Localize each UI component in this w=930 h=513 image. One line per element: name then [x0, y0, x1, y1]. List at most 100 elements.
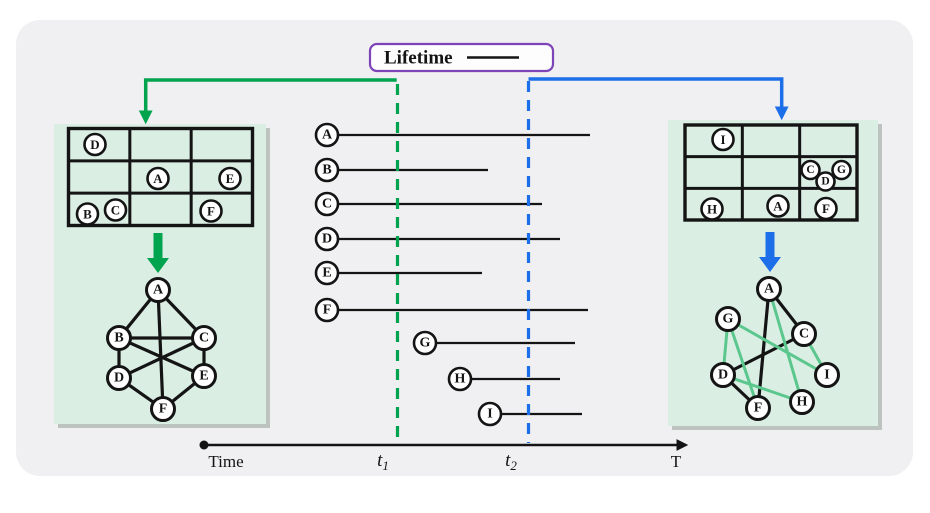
node-letter: E: [199, 369, 208, 384]
node-letter: A: [322, 128, 333, 143]
node-circle: [83, 132, 107, 157]
node-letter: G: [420, 336, 431, 351]
node-letter: D: [718, 368, 728, 383]
lifetime-chart-layer: A B C D E F G H I: [199, 81, 689, 451]
node-circle: [715, 306, 741, 332]
node-letter: H: [797, 395, 808, 410]
node-letter: F: [159, 402, 168, 417]
node-letter: B: [114, 331, 123, 346]
legend-label: Lifetime: [384, 48, 453, 69]
lifetime-row-F: F: [314, 297, 588, 323]
node-letter: A: [773, 199, 783, 214]
lifetime-node-H: H: [447, 366, 473, 392]
node-circle: [745, 395, 771, 421]
node-letter: F: [822, 201, 830, 216]
graph-node-C: C: [791, 321, 817, 347]
graph-edge-A-H: [767, 288, 804, 403]
lifetime-row-H: H: [447, 366, 560, 392]
graph-edge-G-I: [727, 317, 828, 377]
node-circle: [150, 396, 176, 422]
node-circle: [314, 297, 340, 323]
grid-node-A: A: [766, 194, 790, 218]
node-circle: [477, 401, 503, 427]
node-letter: E: [322, 266, 331, 281]
grid-frame: [66, 126, 255, 228]
grid-node-D: D: [815, 171, 836, 192]
node-circle: [789, 389, 815, 415]
tick-label-t1: t1: [377, 450, 389, 473]
lifetime-node-A: A: [314, 122, 340, 148]
node-circle: [766, 194, 790, 218]
node-circle: [700, 197, 724, 221]
grid-node-H: H: [700, 197, 724, 221]
lifetime-row-C: C: [314, 191, 542, 217]
graph-edge-C-D: [722, 332, 805, 377]
node-circle: [103, 198, 128, 222]
grid-node-C: C: [103, 198, 128, 222]
lifetime-row-A: A: [314, 122, 590, 148]
node-circle: [314, 157, 340, 183]
node-letter: D: [90, 137, 99, 152]
time-axis-origin-dot: [199, 440, 209, 450]
tick-label-t2: t2: [505, 450, 517, 473]
occupancy-grid: I C GD H A F: [683, 123, 859, 222]
grid-node-B: B: [75, 202, 100, 226]
lifetime-node-F: F: [314, 297, 340, 323]
graph-node-I: I: [814, 362, 840, 388]
lifetime-node-E: E: [314, 260, 340, 286]
node-letter: G: [723, 312, 734, 327]
grid-to-graph-arrow: [759, 232, 781, 272]
node-letter: B: [322, 163, 331, 178]
graph-edge-G-F: [726, 318, 760, 409]
graph-node-F: F: [745, 395, 771, 421]
node-circle: [412, 330, 438, 356]
node-letter: E: [226, 171, 235, 186]
snapshot-t1-elbow-arrow: [138, 78, 397, 125]
node-circle: [447, 366, 473, 392]
node-circle: [791, 321, 817, 347]
node-circle: [756, 276, 782, 302]
lifetime-row-E: E: [314, 260, 482, 286]
node-circle: [314, 122, 340, 148]
graph-node-F: F: [150, 396, 176, 422]
lifetime-row-I: I: [477, 401, 582, 427]
node-letter: A: [153, 171, 163, 186]
node-letter: C: [806, 164, 814, 176]
graph-edge-D-H: [722, 373, 803, 404]
node-circle: [146, 166, 170, 191]
node-letter: F: [323, 303, 332, 318]
graph-node-E: E: [191, 363, 217, 389]
grid-node-D: D: [83, 132, 107, 157]
node-letter: A: [764, 282, 775, 297]
node-letter: F: [754, 401, 763, 416]
legend-box: Lifetime: [368, 42, 555, 73]
node-letter: I: [720, 132, 725, 147]
node-circle: [199, 199, 223, 223]
node-letter: B: [83, 207, 92, 222]
node-letter: D: [322, 232, 332, 247]
node-letter: F: [207, 204, 215, 219]
time-axis-end-label: T: [671, 452, 682, 471]
time-axis-start-label: Time: [208, 452, 243, 471]
node-circle: [814, 362, 840, 388]
graph-node-D: D: [710, 362, 736, 388]
graph-node-C: C: [191, 325, 217, 351]
node-circle: [106, 365, 132, 391]
grid-node-F: F: [814, 196, 838, 221]
node-letter: H: [707, 202, 717, 217]
node-circle: [831, 159, 852, 181]
lifetime-node-G: G: [412, 330, 438, 356]
grid-to-graph-arrow: [147, 233, 169, 273]
node-circle: [218, 166, 242, 191]
lifetime-row-B: B: [314, 157, 488, 183]
arrows-layer: [138, 77, 789, 125]
node-letter: I: [487, 407, 492, 422]
node-letter: I: [824, 368, 829, 383]
graph-node-G: G: [715, 306, 741, 332]
node-letter: G: [837, 164, 846, 176]
node-circle: [710, 362, 736, 388]
node-letter: C: [111, 203, 120, 218]
